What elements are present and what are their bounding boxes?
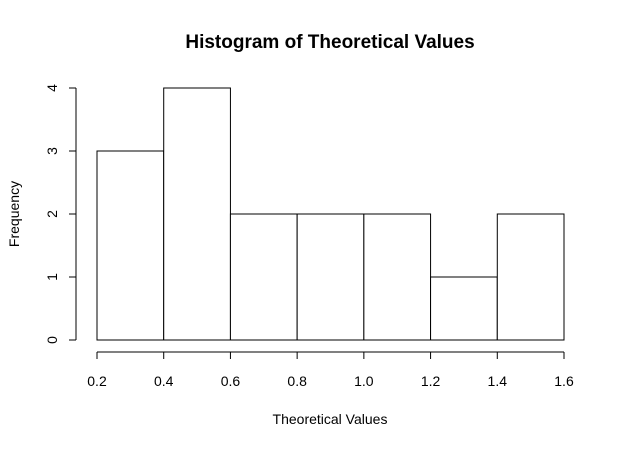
bars-layer bbox=[96, 87, 565, 341]
histogram-bar-6 bbox=[496, 213, 565, 341]
y-tick-label-4: 4 bbox=[44, 84, 60, 92]
y-axis: 0 1 2 3 4 bbox=[44, 84, 77, 344]
x-tick-label-7: 1.6 bbox=[554, 373, 574, 389]
x-tick-label-5: 1.2 bbox=[421, 373, 441, 389]
x-tick-label-0: 0.2 bbox=[87, 373, 107, 389]
histogram-bar-2 bbox=[229, 213, 298, 341]
x-axis-label: Theoretical Values bbox=[273, 411, 388, 427]
x-tick-label-1: 0.4 bbox=[154, 373, 174, 389]
x-tick-label-2: 0.6 bbox=[221, 373, 241, 389]
y-tick-label-3: 3 bbox=[44, 147, 60, 155]
histogram-bar-3 bbox=[296, 213, 365, 341]
y-tick-label-0: 0 bbox=[44, 336, 60, 344]
x-tick-label-4: 1.0 bbox=[354, 373, 374, 389]
y-tick-label-2: 2 bbox=[44, 210, 60, 218]
chart-title: Histogram of Theoretical Values bbox=[185, 32, 474, 53]
y-axis-label: Frequency bbox=[6, 181, 22, 247]
histogram-bar-5 bbox=[430, 276, 498, 341]
histogram-bar-0 bbox=[96, 150, 165, 341]
x-axis: 0.2 0.4 0.6 0.8 1.0 1.2 1.4 1.6 bbox=[87, 351, 574, 389]
x-tick-label-3: 0.8 bbox=[287, 373, 307, 389]
histogram-bar-4 bbox=[363, 213, 432, 341]
x-tick-label-6: 1.4 bbox=[488, 373, 508, 389]
y-tick-label-1: 1 bbox=[44, 273, 60, 281]
histogram-bar-1 bbox=[163, 87, 231, 341]
